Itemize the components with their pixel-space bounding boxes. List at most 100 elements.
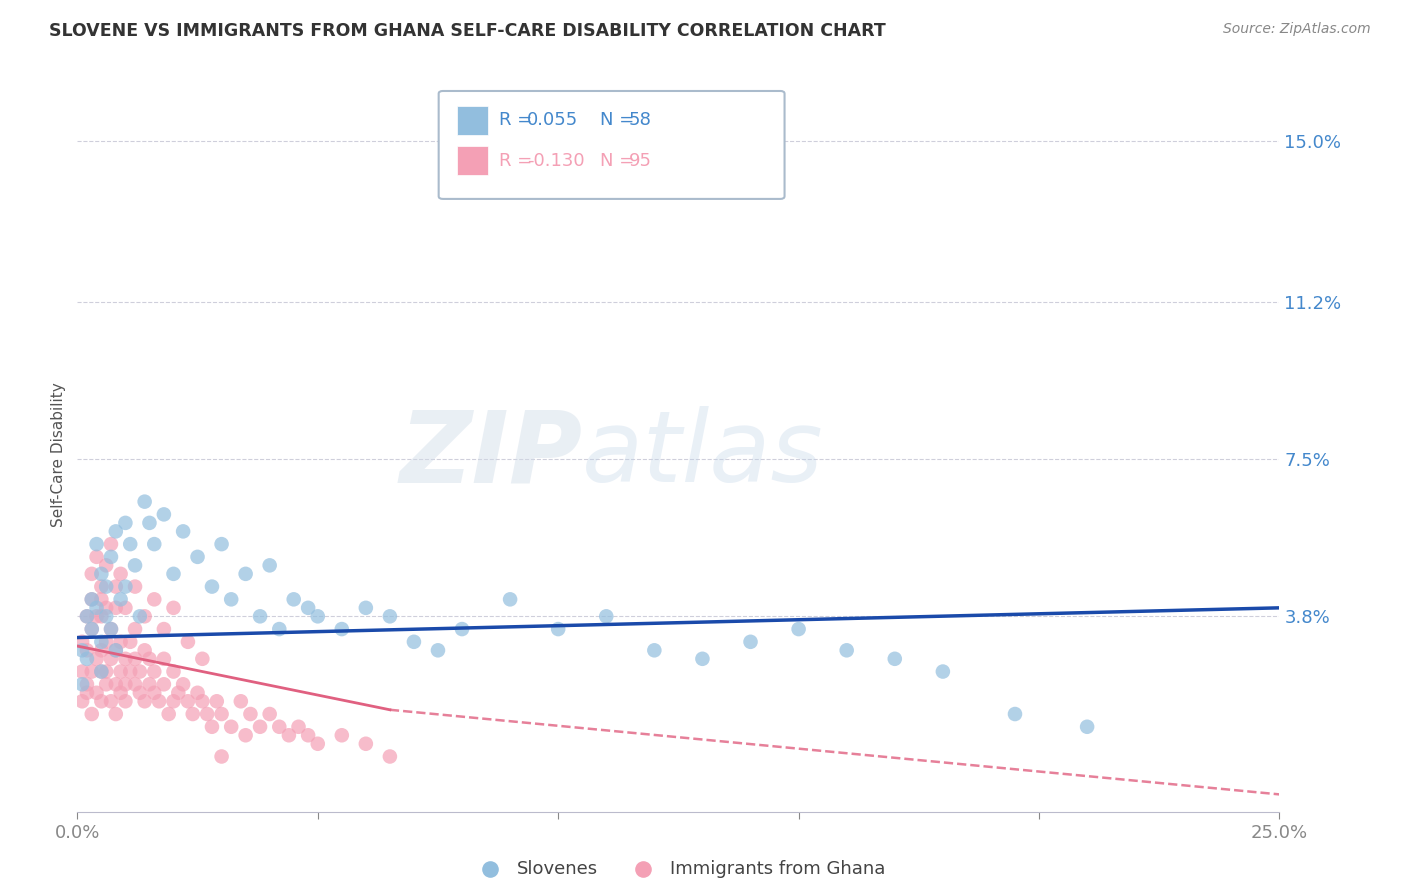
Point — [157, 706, 180, 721]
Point — [835, 643, 858, 657]
Point — [104, 580, 127, 594]
Point — [96, 677, 118, 691]
Point — [153, 652, 176, 666]
Point — [172, 524, 194, 539]
Point — [195, 706, 218, 721]
Point — [378, 749, 401, 764]
Point — [138, 516, 160, 530]
Text: SLOVENE VS IMMIGRANTS FROM GHANA SELF-CARE DISABILITY CORRELATION CHART: SLOVENE VS IMMIGRANTS FROM GHANA SELF-CA… — [49, 22, 886, 40]
Point — [354, 600, 377, 615]
Point — [70, 665, 93, 679]
Point — [201, 580, 224, 594]
Point — [330, 728, 353, 742]
Point — [100, 622, 122, 636]
Point — [1004, 706, 1026, 721]
Point — [249, 720, 271, 734]
Point — [124, 558, 146, 573]
Point — [114, 600, 136, 615]
Point — [124, 677, 146, 691]
Point — [148, 694, 170, 708]
Point — [167, 686, 190, 700]
Point — [90, 566, 112, 581]
Point — [80, 592, 103, 607]
Point — [330, 622, 353, 636]
Point — [86, 686, 108, 700]
Point — [499, 592, 522, 607]
Point — [162, 566, 184, 581]
Point — [128, 609, 150, 624]
Point — [70, 643, 93, 657]
Point — [177, 635, 200, 649]
Point — [883, 652, 905, 666]
Point — [90, 665, 112, 679]
Point — [76, 652, 98, 666]
Point — [297, 728, 319, 742]
Point — [104, 524, 127, 539]
Point — [128, 686, 150, 700]
Point — [427, 643, 450, 657]
Point — [378, 609, 401, 624]
Point — [211, 706, 233, 721]
Point — [259, 706, 281, 721]
Point — [114, 652, 136, 666]
Point — [283, 592, 305, 607]
Point — [138, 677, 160, 691]
Point — [90, 665, 112, 679]
Point — [172, 677, 194, 691]
Point — [76, 643, 98, 657]
Point — [104, 706, 127, 721]
Point — [307, 609, 329, 624]
Point — [76, 609, 98, 624]
Point — [90, 609, 112, 624]
Point — [76, 686, 98, 700]
Point — [211, 537, 233, 551]
Point — [134, 643, 156, 657]
Point — [100, 549, 122, 564]
Point — [134, 494, 156, 508]
Point — [307, 737, 329, 751]
Point — [297, 600, 319, 615]
Point — [143, 686, 166, 700]
Point — [191, 652, 214, 666]
Point — [162, 694, 184, 708]
Point — [90, 643, 112, 657]
Point — [239, 706, 262, 721]
Point — [90, 635, 112, 649]
Text: ZIP: ZIP — [399, 407, 582, 503]
Text: 58: 58 — [628, 112, 651, 129]
Text: atlas: atlas — [582, 407, 824, 503]
Point — [86, 537, 108, 551]
Point — [177, 694, 200, 708]
Point — [124, 622, 146, 636]
Point — [76, 609, 98, 624]
Point — [547, 622, 569, 636]
Point — [153, 622, 176, 636]
Point — [120, 635, 142, 649]
Point — [70, 677, 93, 691]
Point — [104, 643, 127, 657]
Point — [80, 665, 103, 679]
Point — [96, 665, 118, 679]
Point — [80, 706, 103, 721]
Point — [86, 609, 108, 624]
Point — [153, 508, 176, 522]
Point — [76, 677, 98, 691]
Point — [86, 549, 108, 564]
Point — [269, 720, 291, 734]
Point — [186, 549, 209, 564]
Text: N =: N = — [600, 112, 640, 129]
Text: 0.055: 0.055 — [527, 112, 578, 129]
Point — [96, 558, 118, 573]
Text: -0.130: -0.130 — [527, 152, 585, 169]
Point — [451, 622, 474, 636]
Point — [162, 600, 184, 615]
Point — [191, 694, 214, 708]
Point — [134, 694, 156, 708]
Point — [186, 686, 209, 700]
Point — [110, 635, 132, 649]
Point — [114, 580, 136, 594]
Point — [134, 609, 156, 624]
Point — [70, 635, 93, 649]
Point — [138, 652, 160, 666]
Point — [287, 720, 309, 734]
